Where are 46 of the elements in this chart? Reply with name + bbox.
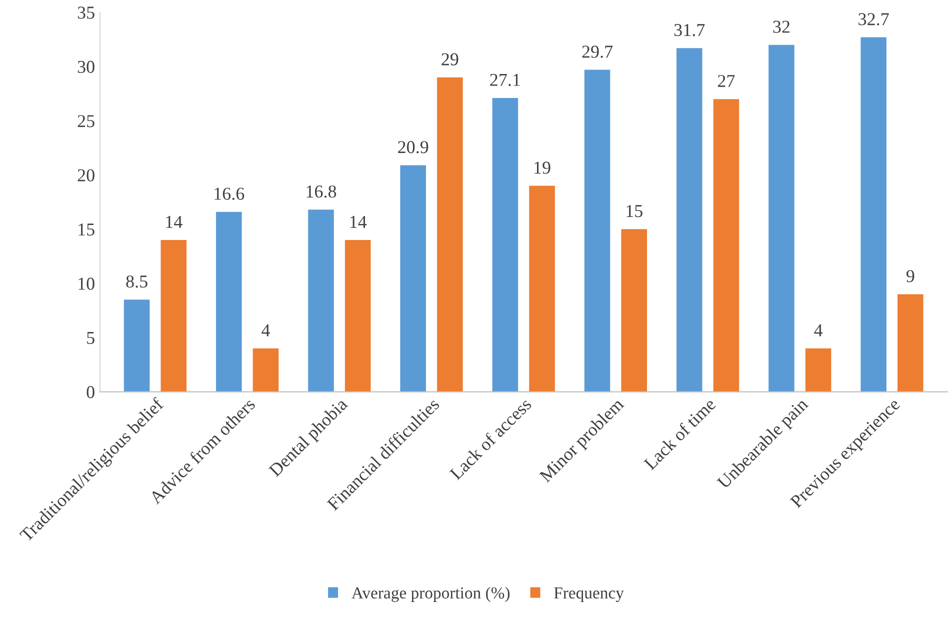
data-label: 4 [262, 324, 270, 336]
bar [400, 165, 426, 392]
y-tick-label: 5 [87, 332, 94, 344]
y-tick-label: 30 [78, 60, 94, 73]
data-label: 8.5 [126, 275, 148, 288]
data-label: 20.9 [398, 141, 428, 154]
data-label: 29.7 [582, 46, 613, 58]
data-label: 27 [718, 74, 735, 87]
data-label: 16.6 [214, 188, 244, 200]
bar [584, 70, 610, 392]
data-label: 4 [814, 324, 823, 336]
bar [344, 240, 371, 392]
bar [676, 48, 702, 392]
y-tick-label: 25 [78, 115, 94, 128]
bar [713, 99, 740, 392]
data-label: 14 [166, 216, 182, 228]
y-tick-label: 35 [78, 6, 94, 19]
legend-label: Frequency [554, 587, 624, 602]
data-label: 9 [906, 270, 914, 282]
data-label: 29 [442, 53, 458, 66]
y-tick-label: 10 [78, 278, 94, 290]
data-label: 16.8 [306, 185, 336, 198]
bar [621, 229, 648, 392]
y-tick-label: 15 [78, 224, 94, 236]
bar [768, 44, 794, 392]
bar [160, 240, 187, 392]
bar [860, 37, 886, 392]
data-label: 32 [773, 20, 790, 33]
bar [124, 300, 150, 392]
bar [492, 98, 518, 392]
data-label: 27.1 [490, 74, 520, 86]
bar [898, 294, 924, 392]
data-label: 32.7 [858, 13, 889, 26]
bar [252, 348, 279, 392]
data-label: 19 [534, 162, 550, 174]
y-tick-label: 20 [78, 169, 94, 182]
bar [308, 210, 334, 392]
bar [437, 77, 463, 392]
data-label: 15 [626, 205, 642, 218]
bar [216, 212, 242, 392]
data-label: 14 [350, 216, 367, 228]
y-tick-label: 0 [86, 386, 94, 398]
data-label: 31.7 [674, 24, 705, 36]
bar [529, 186, 555, 392]
bar [805, 348, 832, 392]
legend-label: Average proportion (%) [352, 586, 510, 602]
